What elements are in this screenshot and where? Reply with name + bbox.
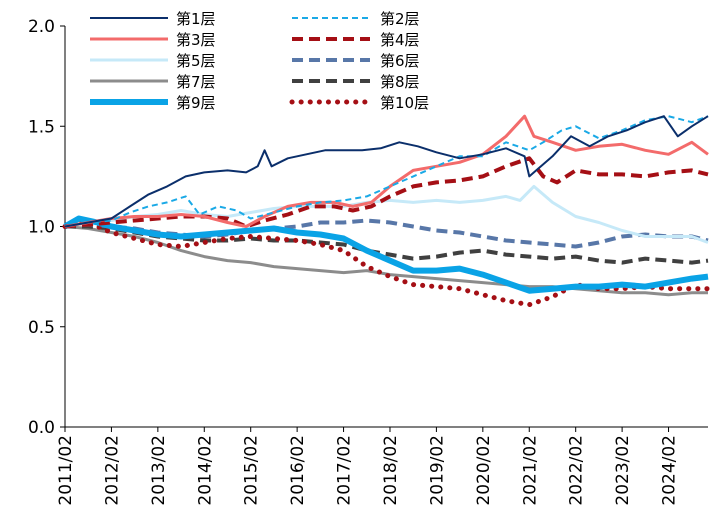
- x-tick-label: 2017/02: [335, 435, 355, 506]
- y-axis-ticks: 0.0 0.5 1.0 1.5 2.0: [28, 17, 65, 438]
- legend-label-4: 第4层: [380, 31, 420, 49]
- legend-label-8: 第8层: [380, 73, 420, 91]
- legend-label-10: 第10层: [380, 94, 429, 112]
- x-tick-label: 2012/02: [102, 435, 122, 506]
- x-tick-label: 2024/02: [660, 435, 680, 506]
- y-tick-label: 0.0: [28, 418, 55, 438]
- legend-label-7: 第7层: [176, 73, 216, 91]
- legend-label-3: 第3层: [176, 31, 216, 49]
- x-tick-label: 2023/02: [613, 435, 633, 506]
- y-tick-label: 0.5: [28, 318, 55, 338]
- series-line-4: [64, 156, 709, 229]
- x-tick-label: 2015/02: [242, 435, 262, 506]
- x-tick-label: 2014/02: [195, 435, 215, 506]
- y-tick-label: 1.0: [28, 218, 55, 238]
- x-tick-label: 2021/02: [520, 435, 540, 506]
- legend-label-1: 第1层: [176, 10, 216, 28]
- x-tick-label: 2020/02: [474, 435, 494, 506]
- y-tick-label: 1.5: [28, 117, 55, 137]
- legend-label-2: 第2层: [380, 10, 420, 28]
- x-tick-label: 2019/02: [427, 435, 447, 506]
- series-line-1: [64, 115, 709, 228]
- legend-label-9: 第9层: [176, 94, 216, 112]
- series-line-9: [63, 215, 709, 294]
- series-line-10: [62, 218, 711, 308]
- y-tick-label: 2.0: [28, 17, 55, 37]
- series-line-5: [64, 184, 709, 244]
- series-line-3: [64, 114, 709, 228]
- x-tick-label: 2016/02: [288, 435, 308, 506]
- x-tick-label: 2013/02: [149, 435, 169, 506]
- legend-label-5: 第5层: [176, 52, 216, 70]
- legend-label-6: 第6层: [380, 52, 420, 70]
- x-tick-label: 2022/02: [567, 435, 587, 506]
- x-axis-ticks: 2011/02 2012/02 2013/02 2014/02 2015/02 2016/…: [56, 427, 680, 506]
- series-line-2: [64, 115, 709, 228]
- x-tick-label: 2018/02: [381, 435, 401, 506]
- series-lines: [62, 114, 711, 308]
- x-tick-label: 2011/02: [56, 435, 76, 506]
